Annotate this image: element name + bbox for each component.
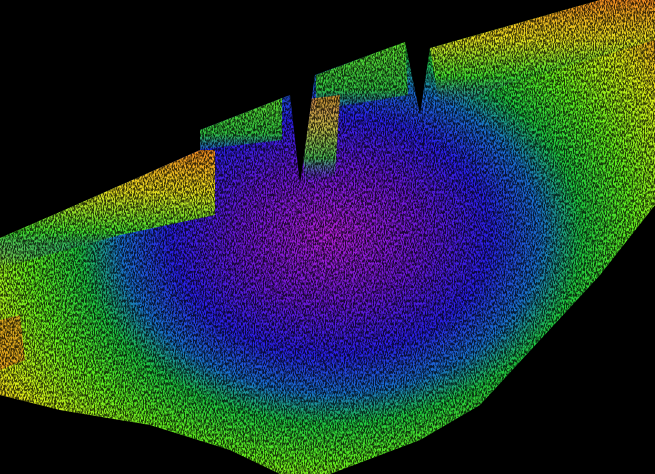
point-cloud-view <box>0 0 655 474</box>
page <box>0 0 655 474</box>
